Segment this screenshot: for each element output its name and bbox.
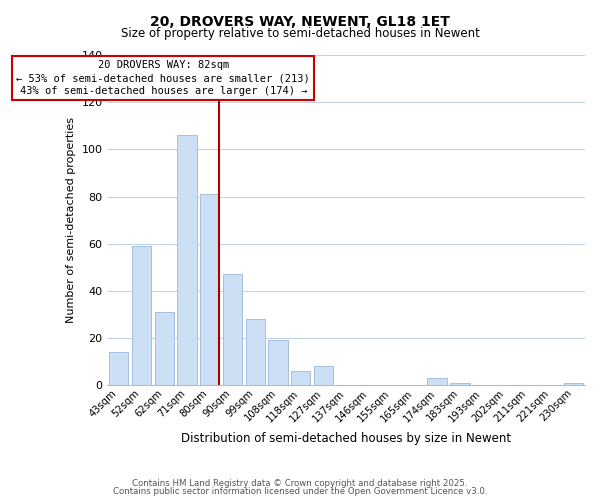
Text: Size of property relative to semi-detached houses in Newent: Size of property relative to semi-detach… [121, 28, 479, 40]
Y-axis label: Number of semi-detached properties: Number of semi-detached properties [66, 117, 76, 323]
Text: 20 DROVERS WAY: 82sqm
← 53% of semi-detached houses are smaller (213)
43% of sem: 20 DROVERS WAY: 82sqm ← 53% of semi-deta… [16, 60, 310, 96]
Bar [200, 194, 220, 386]
Bar [223, 274, 242, 386]
Bar [109, 352, 128, 386]
Text: Contains public sector information licensed under the Open Government Licence v3: Contains public sector information licen… [113, 487, 487, 496]
Bar [450, 383, 470, 386]
Bar [177, 136, 197, 386]
Bar [268, 340, 287, 386]
Bar [314, 366, 333, 386]
Bar [155, 312, 174, 386]
Bar [245, 319, 265, 386]
Bar [291, 371, 310, 386]
X-axis label: Distribution of semi-detached houses by size in Newent: Distribution of semi-detached houses by … [181, 432, 511, 445]
Text: 20, DROVERS WAY, NEWENT, GL18 1ET: 20, DROVERS WAY, NEWENT, GL18 1ET [150, 15, 450, 29]
Text: Contains HM Land Registry data © Crown copyright and database right 2025.: Contains HM Land Registry data © Crown c… [132, 478, 468, 488]
Bar [427, 378, 447, 386]
Bar [132, 246, 151, 386]
Bar [564, 383, 583, 386]
